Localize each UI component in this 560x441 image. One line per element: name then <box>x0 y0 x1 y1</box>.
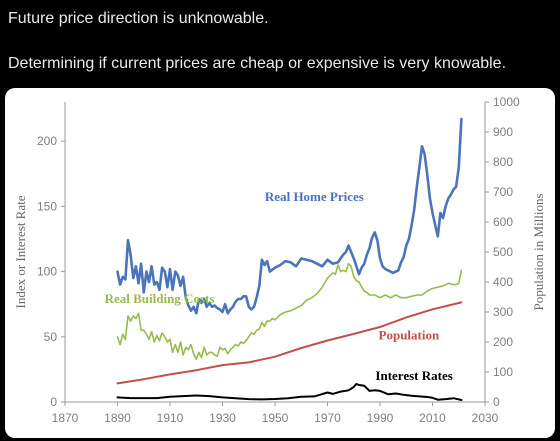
y-right-tick-label: 1000 <box>493 95 520 109</box>
chart-annotations: Real Home Prices Real Building Costs Popul… <box>105 189 453 383</box>
x-tick-label: 2030 <box>472 411 499 425</box>
y-left-tick-label: 100 <box>37 265 57 279</box>
y-right-tick-label: 600 <box>493 215 513 229</box>
y-right-tick-label: 200 <box>493 335 513 349</box>
x-tick-label: 2010 <box>419 411 446 425</box>
x-tick-label: 1990 <box>367 411 394 425</box>
y-right-tick-label: 700 <box>493 185 513 199</box>
y-left-tick-label: 0 <box>50 395 57 409</box>
x-tick-label: 1890 <box>104 411 131 425</box>
y-right-tick-label: 0 <box>493 395 500 409</box>
chart-series <box>116 117 463 401</box>
x-tick-label: 1870 <box>52 411 79 425</box>
population-line <box>116 301 463 385</box>
y-left-tick-label: 150 <box>37 199 57 213</box>
chart-axes: 1870 1890 1910 1930 1950 1970 1990 2010 2030 0 50 1… <box>13 95 546 425</box>
real-building-costs-label: Real Building Costs <box>105 291 215 306</box>
post-text-line-2: Determining if current prices are cheap … <box>8 55 507 72</box>
y-right-tick-label: 800 <box>493 155 513 169</box>
population-label: Population <box>379 327 440 342</box>
real-building-costs-line <box>116 262 463 360</box>
real-home-prices-label: Real Home Prices <box>265 189 364 204</box>
post-text-line-1: Future price direction is unknowable. <box>8 10 269 27</box>
y-left-tick-label: 200 <box>37 134 57 148</box>
y-right-tick-label: 500 <box>493 245 513 259</box>
y-left-tick-label: 50 <box>44 330 58 344</box>
interest-rates-label: Interest Rates <box>375 368 452 383</box>
y-right-axis-label: Population in Millions <box>531 193 546 310</box>
y-left-axis-label: Index or Interest Rate <box>13 195 28 308</box>
chart: 1870 1890 1910 1930 1950 1970 1990 2010 2030 0 50 1… <box>13 95 546 425</box>
x-tick-label: 1910 <box>157 411 184 425</box>
y-right-tick-label: 900 <box>493 125 513 139</box>
y-right-tick-label: 400 <box>493 275 513 289</box>
chart-image[interactable]: 1870 1890 1910 1930 1950 1970 1990 2010 2030 0 50 1… <box>5 88 555 438</box>
interest-rates-line <box>116 382 463 401</box>
y-right-tick-label: 300 <box>493 305 513 319</box>
x-tick-label: 1970 <box>314 411 341 425</box>
x-tick-label: 1950 <box>262 411 289 425</box>
y-right-tick-label: 100 <box>493 365 513 379</box>
real-home-prices-line <box>116 117 463 315</box>
x-tick-label: 1930 <box>209 411 236 425</box>
